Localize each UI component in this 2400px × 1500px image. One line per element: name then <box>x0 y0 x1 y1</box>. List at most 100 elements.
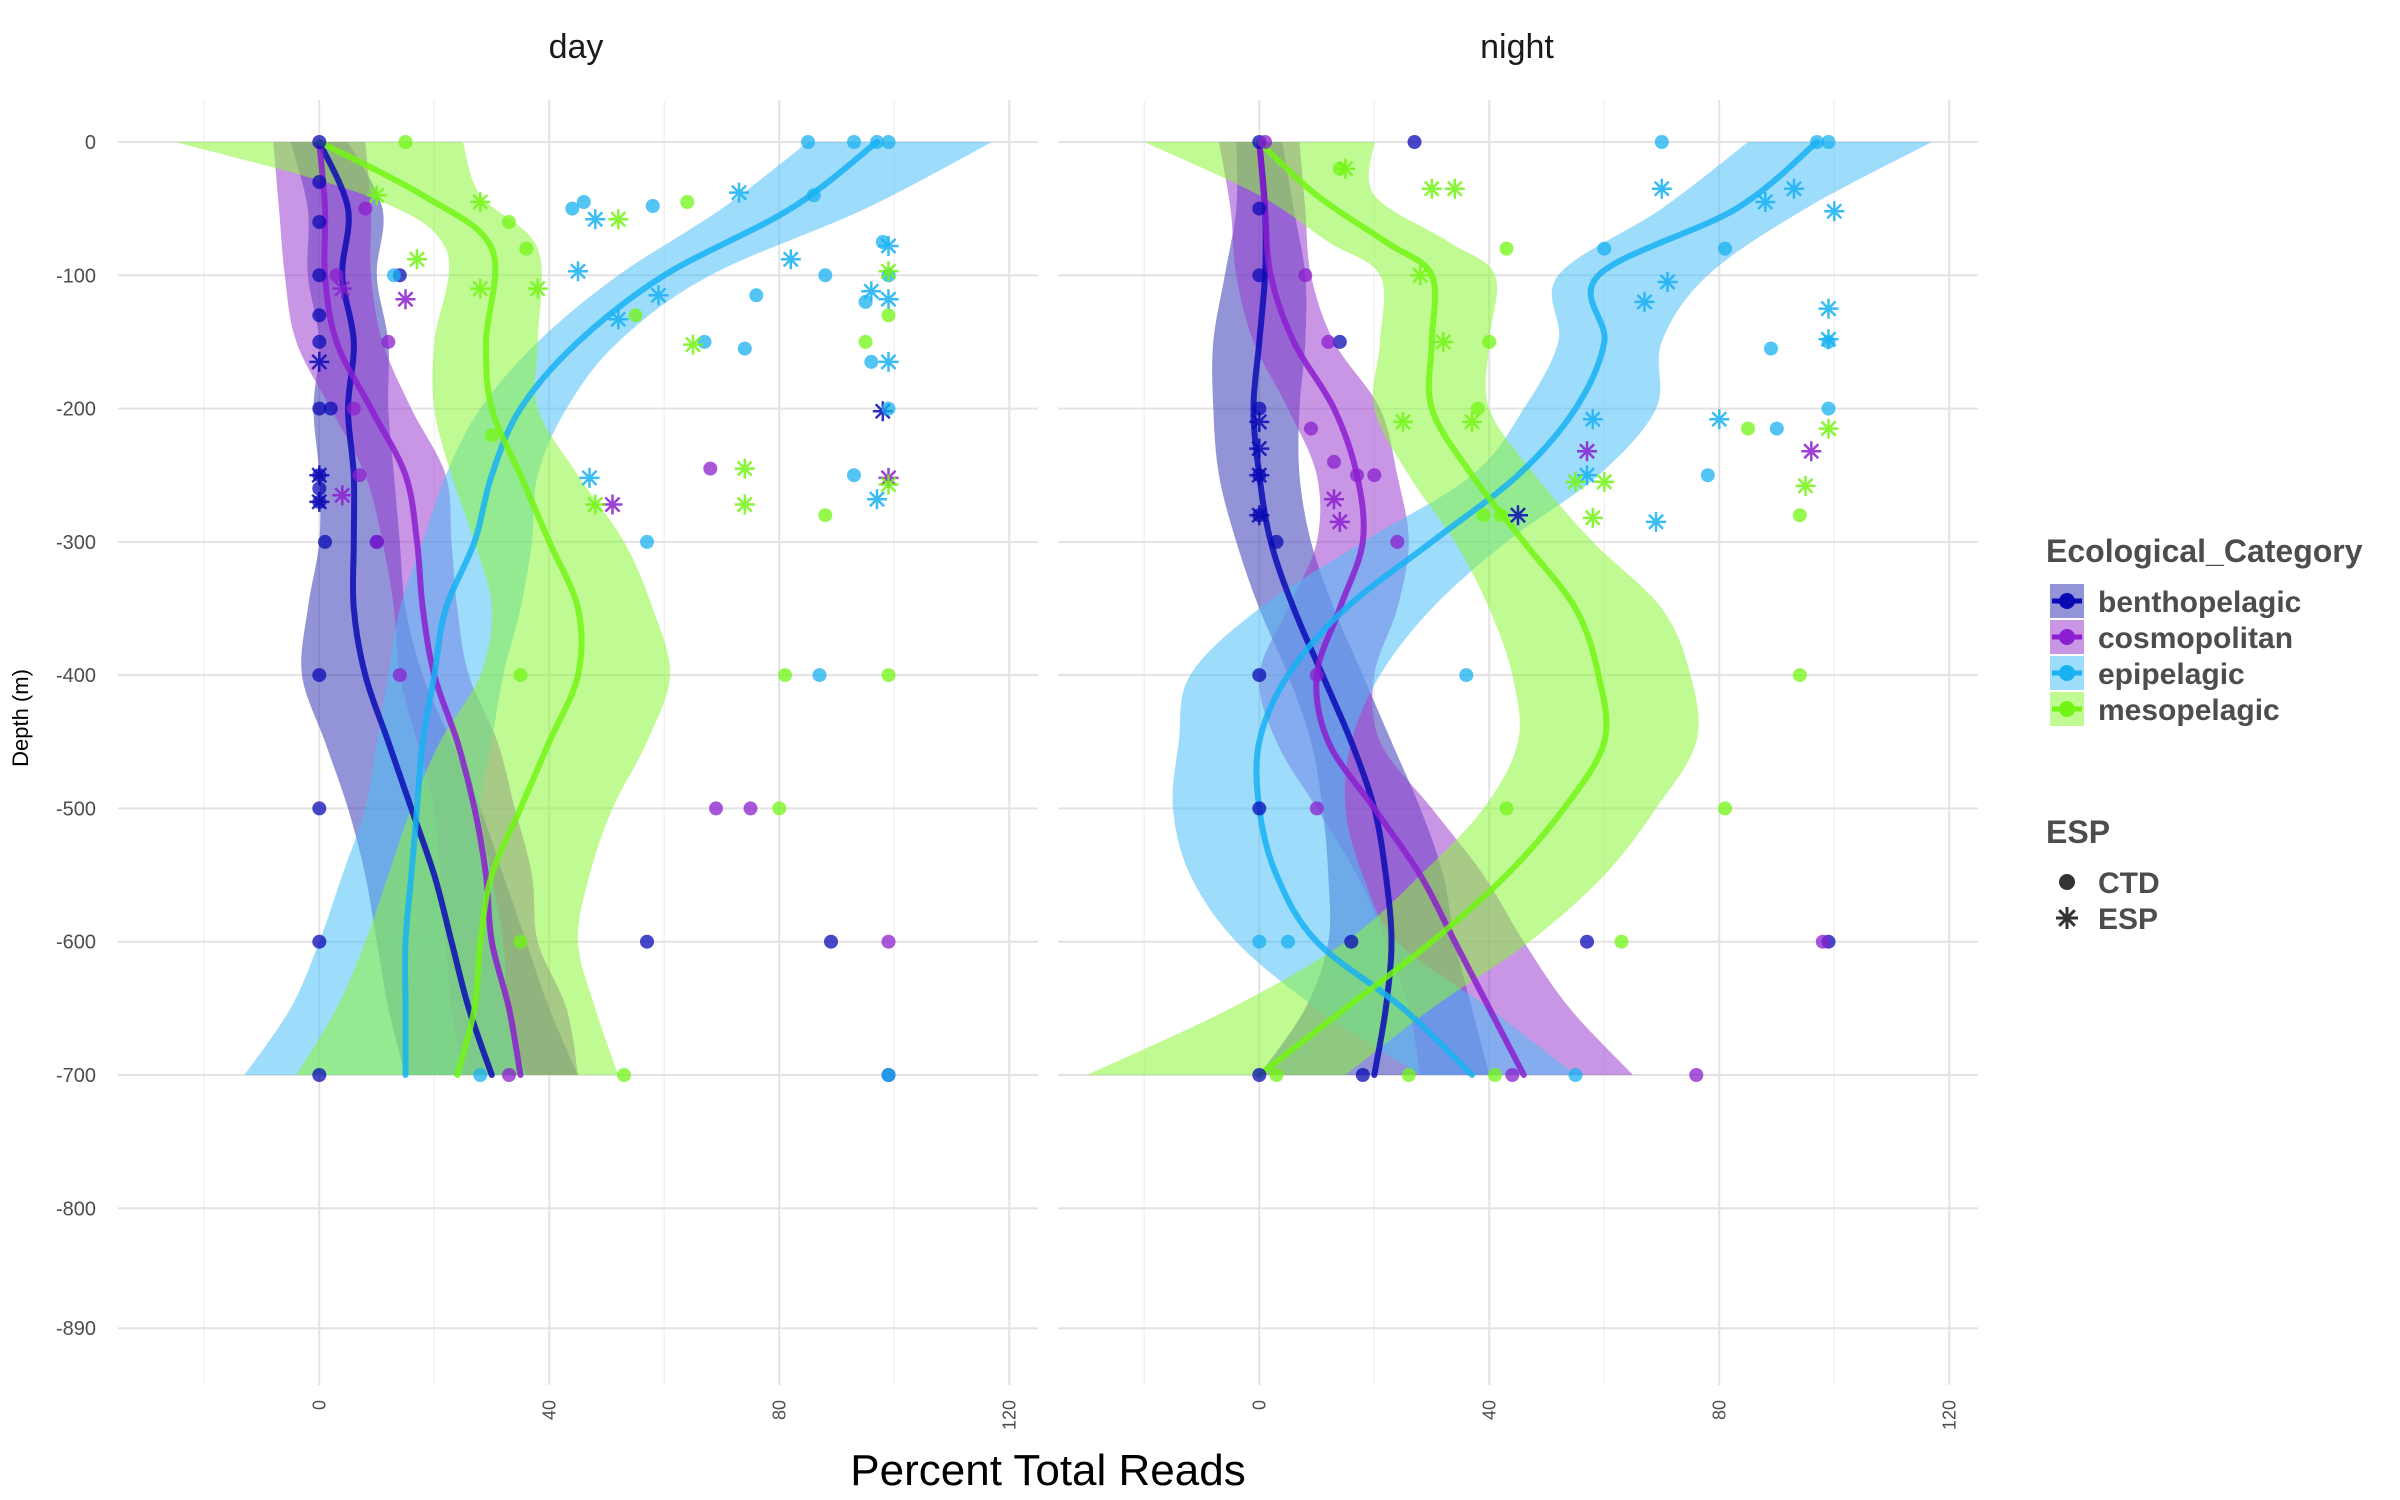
point-esp-benthopelagic <box>1249 505 1270 526</box>
point-ctd-mesopelagic <box>502 215 516 229</box>
point-esp-epipelagic <box>867 489 887 510</box>
point-esp-benthopelagic <box>309 351 330 372</box>
point-ctd-epipelagic <box>801 135 815 149</box>
point-ctd-mesopelagic <box>1614 934 1629 949</box>
point-ctd-mesopelagic <box>1476 508 1491 523</box>
point-ctd-cosmopolitan <box>358 201 373 216</box>
point-ctd-benthopelagic <box>1580 934 1594 949</box>
y-tick-label: -700 <box>56 1065 96 1087</box>
x-ticks-night: 0 40 80 120 <box>1249 1400 1959 1430</box>
point-ctd-benthopelagic <box>312 308 327 323</box>
x-tick-label: 0 <box>1249 1400 1269 1410</box>
y-tick-label: -100 <box>56 265 96 287</box>
point-esp-mesopelagic <box>1393 411 1413 432</box>
point-ctd-cosmopolitan <box>1689 1068 1704 1082</box>
point-ctd-mesopelagic <box>1269 1068 1284 1082</box>
point-esp-cosmopolitan <box>332 278 353 299</box>
point-esp-mesopelagic <box>878 474 899 495</box>
point-esp-cosmopolitan <box>1324 489 1344 510</box>
point-ctd-cosmopolitan <box>381 334 396 349</box>
point-esp-mesopelagic <box>1335 158 1356 179</box>
point-ctd-epipelagic <box>645 199 660 213</box>
point-ctd-epipelagic <box>858 294 873 309</box>
ci-band-mesopelagic <box>1086 142 1699 1075</box>
point-ctd-epipelagic <box>1821 135 1836 149</box>
legend-esp-icon <box>2056 907 2078 929</box>
point-esp-mesopelagic <box>878 261 899 282</box>
point-ctd-benthopelagic <box>1252 401 1267 416</box>
point-ctd-benthopelagic <box>312 934 327 949</box>
point-ctd-benthopelagic <box>1355 1068 1370 1082</box>
point-esp-epipelagic <box>1582 409 1603 430</box>
point-esp-benthopelagic <box>1249 438 1270 459</box>
point-ctd-benthopelagic <box>312 135 327 149</box>
point-esp-cosmopolitan <box>395 289 416 310</box>
y-tick-label: -800 <box>56 1198 96 1220</box>
legend-label-epipelagic: epipelagic <box>2098 658 2245 691</box>
point-ctd-mesopelagic <box>858 334 873 349</box>
point-esp-mesopelagic <box>734 494 755 515</box>
point-esp-mesopelagic <box>527 278 548 299</box>
ci-band-mesopelagic <box>175 142 671 1075</box>
point-ctd-cosmopolitan <box>502 1068 516 1082</box>
point-ctd-benthopelagic <box>1269 534 1284 549</box>
point-ctd-cosmopolitan <box>352 468 367 483</box>
y-tick-label: -400 <box>56 665 96 687</box>
point-esp-epipelagic <box>1709 409 1730 430</box>
y-tick-label: 0 <box>85 132 96 154</box>
legend-label-mesopelagic: mesopelagic <box>2098 694 2280 727</box>
legend-label-cosmopolitan: cosmopolitan <box>2098 622 2293 655</box>
point-ctd-mesopelagic <box>519 241 534 256</box>
point-ctd-cosmopolitan <box>1321 334 1336 349</box>
point-esp-mesopelagic <box>407 249 427 270</box>
point-ctd-mesopelagic <box>1741 421 1755 436</box>
point-esp-epipelagic <box>579 467 600 488</box>
x-tick-label: 40 <box>539 1400 559 1420</box>
point-ctd-mesopelagic <box>513 668 528 683</box>
point-esp-epipelagic <box>878 289 899 310</box>
x-axis-title: Percent Total Reads <box>850 1446 1245 1495</box>
x-tick-label: 40 <box>1479 1400 1499 1420</box>
point-ctd-cosmopolitan <box>1309 801 1324 816</box>
point-ctd-benthopelagic <box>824 934 838 949</box>
point-esp-benthopelagic <box>1249 411 1270 432</box>
point-esp-mesopelagic <box>1444 178 1465 199</box>
point-ctd-epipelagic <box>749 288 764 303</box>
point-esp-epipelagic <box>878 236 899 256</box>
point-ctd-cosmopolitan <box>1390 534 1405 549</box>
point-ctd-benthopelagic <box>1407 135 1422 149</box>
point-ctd-epipelagic <box>640 534 654 549</box>
x-tick-label: 120 <box>999 1400 1019 1430</box>
point-ctd-benthopelagic <box>1252 201 1267 216</box>
y-tick-label: -300 <box>56 532 96 554</box>
point-ctd-epipelagic <box>1252 934 1267 949</box>
point-ctd-cosmopolitan <box>743 801 758 816</box>
point-ctd-benthopelagic <box>312 1068 327 1082</box>
point-ctd-epipelagic <box>864 354 879 369</box>
smooth-line-cosmopolitan <box>316 139 524 1078</box>
point-esp-cosmopolitan <box>332 485 353 506</box>
panel-day: 0 -100 -200 -300 -400 -500 -600 -700 -800 -890 0 4… <box>56 28 1038 1430</box>
point-ctd-epipelagic <box>387 268 401 283</box>
point-ctd-epipelagic <box>870 135 884 149</box>
point-esp-mesopelagic <box>585 494 606 515</box>
smooth-line-cosmopolitan <box>1256 139 1527 1078</box>
point-ctd-benthopelagic <box>312 401 327 416</box>
legend: Ecological_Category benthopelagiccosmopo… <box>2046 533 2363 936</box>
point-ctd-epipelagic <box>847 135 861 149</box>
point-ctd-benthopelagic <box>312 481 327 496</box>
point-esp-epipelagic <box>1634 291 1655 312</box>
point-esp-epipelagic <box>780 249 801 270</box>
legend-dot-cosmopolitan <box>2059 629 2075 645</box>
strip-label-night: night <box>1480 28 1554 66</box>
point-ctd-mesopelagic <box>628 308 643 323</box>
point-ctd-cosmopolitan <box>703 461 718 476</box>
legend-shape-label: ESP <box>2098 903 2158 936</box>
point-ctd-epipelagic <box>1718 241 1732 256</box>
point-ctd-epipelagic <box>697 334 712 349</box>
point-ctd-epipelagic <box>1700 468 1715 483</box>
point-ctd-benthopelagic <box>312 175 327 189</box>
y-axis-title: Depth (m) <box>8 669 33 767</box>
